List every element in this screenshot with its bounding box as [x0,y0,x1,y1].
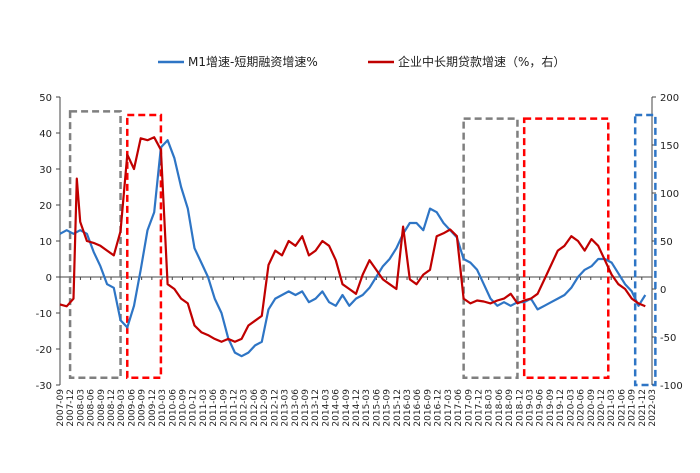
x-tick-label: 2013-06 [291,389,301,427]
x-tick-label: 2011-12 [230,389,240,427]
x-tick-label: 2011-09 [219,389,229,427]
y-right-tick-label: -100 [660,381,683,392]
y-left-tick-label: 0 [46,273,52,284]
x-tick-label: 2019-09 [546,389,556,427]
x-tick-label: 2014-03 [321,389,331,427]
y-left-tick-label: -10 [36,309,52,320]
y-left-tick-label: -20 [36,345,52,356]
x-tick-label: 2014-12 [352,389,362,427]
x-tick-label: 2014-09 [342,389,352,427]
x-tick-label: 2021-12 [638,389,648,427]
x-tick-label: 2012-06 [250,389,260,427]
x-tick-label: 2017-03 [444,389,454,427]
x-tick-label: 2019-03 [526,389,536,427]
plot-area: -30-20-1001020304050-100-500501001502002… [36,93,683,427]
y-left-tick-label: 40 [39,129,52,140]
x-tick-label: 2010-09 [178,389,188,427]
legend-label-m1: M1增速-短期融资增速% [188,55,318,69]
x-tick-label: 2008-09 [97,389,107,427]
x-tick-label: 2017-09 [464,389,474,427]
x-tick-label: 2008-03 [76,389,86,427]
y-left-tick-label: 50 [39,93,52,104]
series-line-loan [59,136,646,343]
x-tick-label: 2018-09 [505,389,515,427]
y-right-tick-label: 50 [660,237,673,248]
x-tick-label: 2015-06 [372,389,382,427]
x-tick-label: 2007-09 [56,389,66,427]
x-tick-label: 2013-09 [301,389,311,427]
x-tick-label: 2021-03 [607,389,617,427]
highlight-box [68,110,122,380]
x-tick-label: 2007-12 [66,389,76,427]
x-tick-label: 2020-06 [577,389,587,427]
x-tick-label: 2011-03 [199,389,209,427]
x-tick-label: 2020-12 [597,389,607,427]
x-tick-label: 2015-09 [383,389,393,427]
x-tick-label: 2009-09 [138,389,148,427]
highlight-box [633,113,657,387]
series-line-m1 [59,139,647,358]
x-tick-label: 2012-09 [260,389,270,427]
x-tick-label: 2019-12 [556,389,566,427]
legend-label-loan: 企业中长期贷款增速（%，右） [398,54,565,69]
x-tick-label: 2011-06 [209,389,219,427]
x-tick-label: 2020-03 [566,389,576,427]
x-tick-label: 2008-12 [107,389,117,427]
x-tick-label: 2016-09 [423,389,433,427]
x-tick-label: 2015-12 [393,389,403,427]
x-tick-label: 2013-03 [281,389,291,427]
x-tick-label: 2018-06 [495,389,505,427]
x-tick-label: 2022-03 [648,389,658,427]
x-tick-label: 2021-06 [617,389,627,427]
x-tick-label: 2012-03 [240,389,250,427]
x-tick-label: 2021-09 [628,389,638,427]
y-left-tick-label: -30 [36,381,52,392]
x-tick-label: 2018-12 [515,389,525,427]
highlight-box [126,113,163,380]
x-tick-label: 2010-12 [189,389,199,427]
x-tick-label: 2014-06 [332,389,342,427]
x-tick-label: 2016-06 [413,389,423,427]
legend: M1增速-短期融资增速% 企业中长期贷款增速（%，右） [158,54,565,69]
x-tick-label: 2019-06 [536,389,546,427]
y-right-tick-label: 100 [660,189,679,200]
y-right-tick-label: 150 [660,141,679,152]
x-tick-label: 2010-06 [168,389,178,427]
x-tick-label: 2017-06 [454,389,464,427]
x-tick-label: 2020-09 [587,389,597,427]
y-right-tick-label: 0 [660,285,666,296]
x-tick-label: 2009-12 [148,389,158,427]
x-tick-label: 2018-03 [485,389,495,427]
x-tick-label: 2012-12 [270,389,280,427]
highlight-box [462,117,519,380]
x-tick-label: 2010-03 [158,389,168,427]
highlight-box [522,117,610,380]
x-tick-label: 2009-06 [127,389,137,427]
y-right-tick-label: 200 [660,93,679,104]
x-tick-label: 2015-03 [362,389,372,427]
x-tick-label: 2016-12 [434,389,444,427]
y-right-tick-label: -50 [660,333,676,344]
y-left-tick-label: 30 [39,165,52,176]
y-left-tick-label: 10 [39,237,52,248]
x-tick-label: 2013-12 [311,389,321,427]
x-tick-label: 2008-06 [87,389,97,427]
x-tick-label: 2016-03 [403,389,413,427]
y-left-tick-label: 20 [39,201,52,212]
x-tick-label: 2009-03 [117,389,127,427]
x-tick-label: 2017-12 [474,389,484,427]
